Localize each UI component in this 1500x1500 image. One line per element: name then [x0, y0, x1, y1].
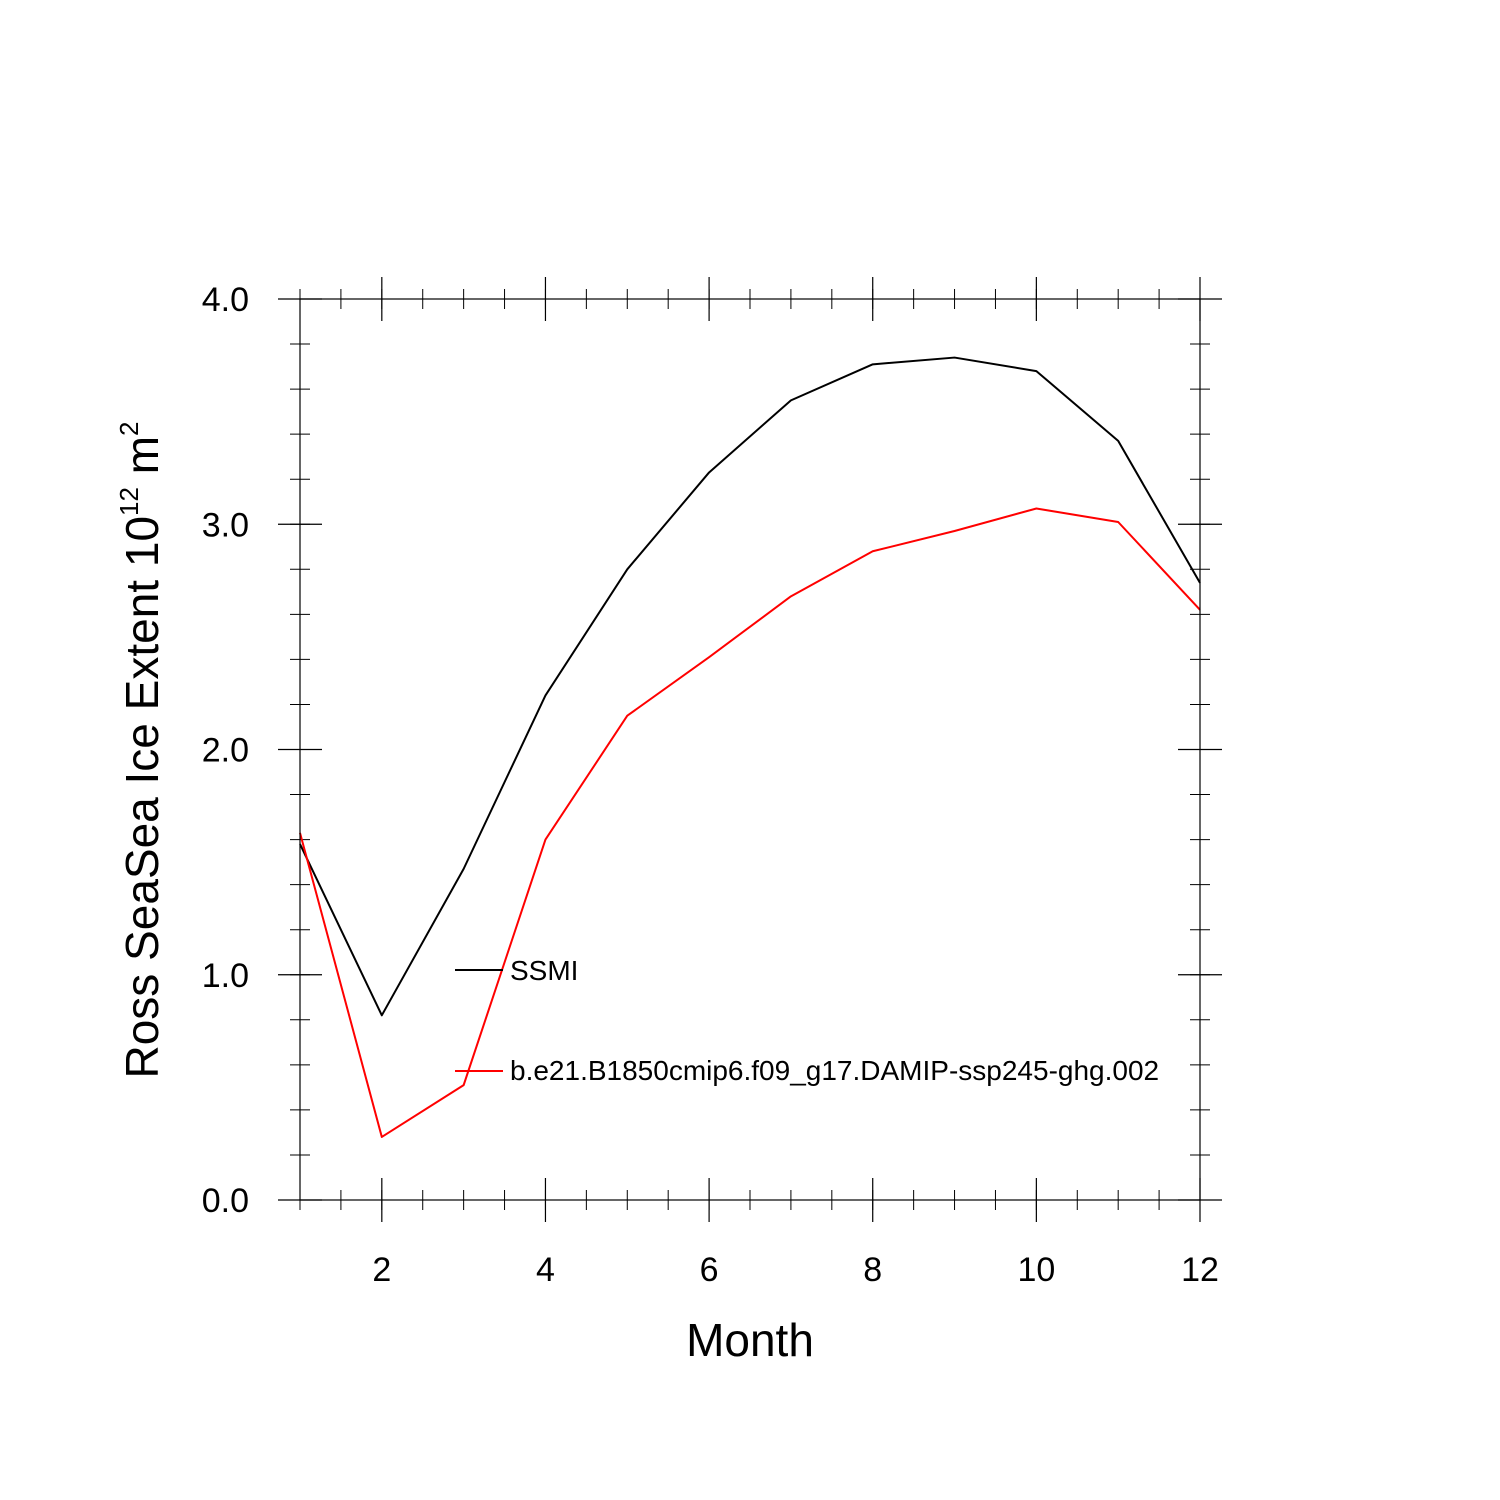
legend: SSMI b.e21.B1850cmip6.f09_g17.DAMIP-ssp2… — [455, 955, 1159, 1086]
y-axis-title-main: Ross SeaSea Ice Extent 10 — [116, 516, 168, 1079]
x-tick-label: 12 — [1181, 1251, 1219, 1289]
legend-label-ssmi: SSMI — [510, 955, 578, 986]
x-tick-label: 2 — [372, 1251, 391, 1289]
series-layer — [300, 358, 1200, 1137]
x-tick-label: 8 — [863, 1251, 882, 1289]
y-tick-label: 0.0 — [202, 1182, 249, 1220]
series-line-model — [300, 508, 1200, 1136]
y-axis-title-exponent: 12 — [114, 487, 144, 516]
tick-labels: 2 4 6 8 10 12 0.0 1.0 2.0 3.0 4.0 — [202, 281, 1219, 1289]
y-axis-title: Ross SeaSea Ice Extent 1012 m2 — [114, 421, 168, 1078]
y-tick-label: 4.0 — [202, 281, 249, 319]
x-axis-title: Month — [686, 1314, 814, 1366]
x-tick-label: 6 — [700, 1251, 719, 1289]
chart: 2 4 6 8 10 12 0.0 1.0 2.0 3.0 4.0 Month Ross SeaSe… — [0, 0, 1500, 1500]
y-tick-label: 3.0 — [202, 506, 249, 544]
series-line-ssmi — [300, 358, 1200, 1016]
x-tick-label: 10 — [1017, 1251, 1055, 1289]
y-axis-title-unit: m — [116, 436, 168, 487]
x-tick-label: 4 — [536, 1251, 555, 1289]
legend-label-model: b.e21.B1850cmip6.f09_g17.DAMIP-ssp245-gh… — [510, 1055, 1159, 1086]
y-tick-label: 1.0 — [202, 957, 249, 995]
y-axis-title-unit-exponent: 2 — [114, 421, 144, 435]
y-tick-label: 2.0 — [202, 732, 249, 770]
